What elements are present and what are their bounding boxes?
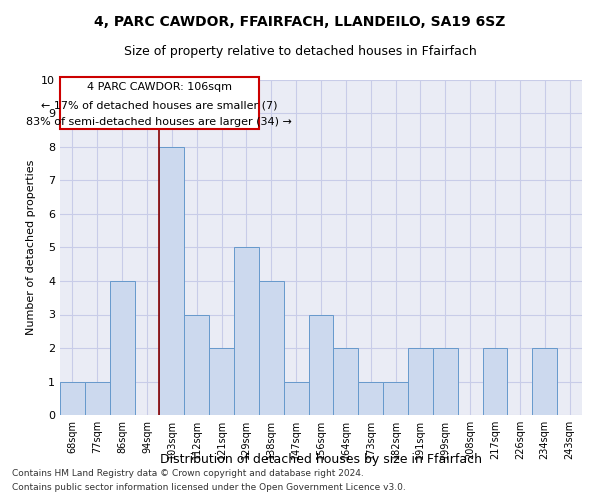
Bar [284, 382, 308, 415]
Text: 4 PARC CAWDOR: 106sqm: 4 PARC CAWDOR: 106sqm [87, 82, 232, 92]
FancyBboxPatch shape [60, 76, 259, 128]
Bar [408, 348, 433, 415]
Bar [85, 382, 110, 415]
Bar [334, 348, 358, 415]
Bar [184, 314, 209, 415]
Text: Contains HM Land Registry data © Crown copyright and database right 2024.: Contains HM Land Registry data © Crown c… [12, 468, 364, 477]
Bar [160, 147, 184, 415]
Text: 83% of semi-detached houses are larger (34) →: 83% of semi-detached houses are larger (… [26, 117, 292, 127]
Bar [308, 314, 334, 415]
Y-axis label: Number of detached properties: Number of detached properties [26, 160, 35, 335]
Bar [60, 382, 85, 415]
Text: Size of property relative to detached houses in Ffairfach: Size of property relative to detached ho… [124, 45, 476, 58]
Bar [482, 348, 508, 415]
Bar [383, 382, 408, 415]
Text: Contains public sector information licensed under the Open Government Licence v3: Contains public sector information licen… [12, 484, 406, 492]
Bar [433, 348, 458, 415]
Bar [234, 248, 259, 415]
Bar [532, 348, 557, 415]
Bar [209, 348, 234, 415]
Bar [259, 281, 284, 415]
Text: Distribution of detached houses by size in Ffairfach: Distribution of detached houses by size … [160, 452, 482, 466]
Bar [110, 281, 134, 415]
Text: 4, PARC CAWDOR, FFAIRFACH, LLANDEILO, SA19 6SZ: 4, PARC CAWDOR, FFAIRFACH, LLANDEILO, SA… [94, 15, 506, 29]
Text: ← 17% of detached houses are smaller (7): ← 17% of detached houses are smaller (7) [41, 100, 278, 110]
Bar [358, 382, 383, 415]
